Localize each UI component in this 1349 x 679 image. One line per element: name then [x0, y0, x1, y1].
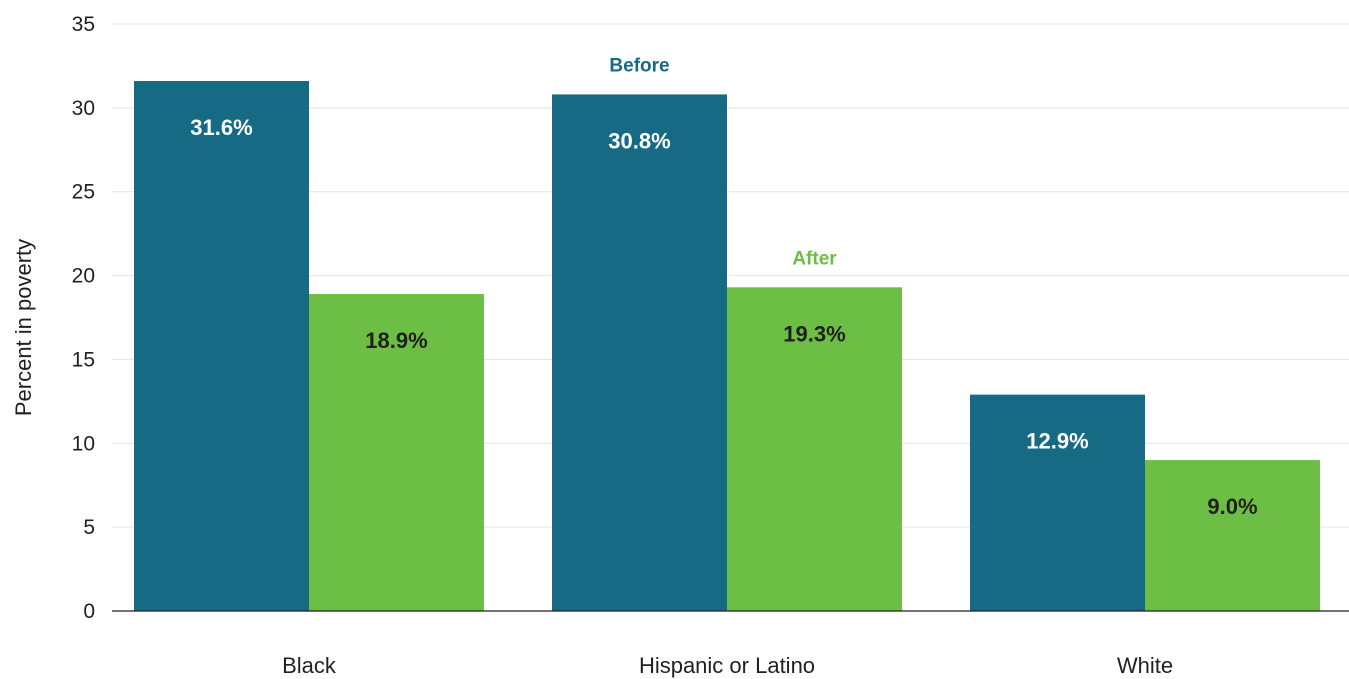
bar-value-label: 31.6%	[190, 115, 252, 140]
y-tick-label: 30	[72, 97, 95, 120]
bar-after-hispanic-or-latino	[727, 287, 902, 611]
series-label-before: Before	[609, 55, 669, 76]
bar-after-white	[1145, 460, 1320, 611]
category-label: Hispanic or Latino	[639, 653, 815, 678]
bar-value-label: 18.9%	[365, 328, 427, 353]
bar-value-label: 9.0%	[1207, 494, 1257, 519]
series-labels: Before After	[609, 55, 837, 269]
y-tick-label: 0	[83, 600, 95, 623]
y-tick-label: 5	[83, 516, 95, 539]
bar-before-hispanic-or-latino	[552, 94, 727, 611]
y-tick-label: 10	[72, 432, 95, 455]
y-tick-label: 15	[72, 348, 95, 371]
bar-value-label: 12.9%	[1026, 429, 1088, 454]
y-axis-title: Percent in poverty	[11, 239, 36, 416]
y-tick-label: 35	[72, 13, 95, 36]
bar-after-black	[309, 294, 484, 611]
y-tick-label: 20	[72, 265, 95, 288]
bars	[134, 81, 1320, 612]
bar-before-white	[970, 394, 1145, 611]
bar-value-label: 30.8%	[608, 128, 670, 153]
bar-before-black	[134, 81, 309, 612]
category-label: Black	[282, 653, 337, 678]
bar-value-labels: 31.6% 18.9% 30.8% 19.3% 12.9% 9.0%	[190, 115, 1257, 519]
series-label-after: After	[792, 248, 837, 269]
bar-value-label: 19.3%	[783, 321, 845, 346]
y-tick-label: 25	[72, 181, 95, 204]
y-axis-ticks: 0 5 10 15 20 25 30 35	[72, 13, 95, 623]
x-axis-categories: Black Hispanic or Latino White	[282, 653, 1173, 678]
category-label: White	[1117, 653, 1173, 678]
